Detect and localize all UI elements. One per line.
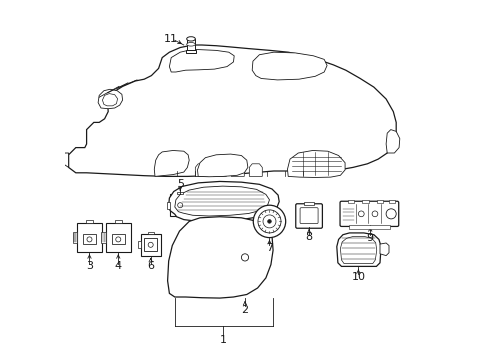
Ellipse shape bbox=[187, 42, 196, 46]
Polygon shape bbox=[141, 234, 161, 256]
Circle shape bbox=[263, 215, 276, 228]
Text: 7: 7 bbox=[266, 243, 273, 253]
Circle shape bbox=[242, 254, 248, 261]
Circle shape bbox=[253, 205, 286, 238]
Text: 11: 11 bbox=[164, 34, 178, 44]
Polygon shape bbox=[187, 39, 196, 50]
Text: 9: 9 bbox=[367, 233, 374, 243]
Polygon shape bbox=[101, 232, 106, 243]
Polygon shape bbox=[112, 234, 125, 244]
Text: 3: 3 bbox=[86, 261, 93, 271]
Ellipse shape bbox=[187, 37, 196, 41]
Polygon shape bbox=[197, 154, 248, 177]
Circle shape bbox=[148, 242, 153, 247]
Polygon shape bbox=[231, 164, 245, 176]
Text: 10: 10 bbox=[351, 272, 366, 282]
Polygon shape bbox=[213, 164, 226, 176]
Circle shape bbox=[268, 220, 271, 223]
Polygon shape bbox=[288, 150, 345, 177]
Polygon shape bbox=[83, 234, 96, 244]
Polygon shape bbox=[73, 232, 77, 243]
Circle shape bbox=[258, 210, 281, 233]
FancyBboxPatch shape bbox=[300, 208, 318, 224]
Circle shape bbox=[386, 209, 396, 219]
Text: 8: 8 bbox=[306, 232, 313, 242]
Bar bbox=[186, 50, 196, 53]
Polygon shape bbox=[77, 223, 102, 252]
Bar bbox=[348, 200, 354, 203]
Polygon shape bbox=[196, 164, 208, 176]
Bar bbox=[115, 220, 122, 223]
FancyBboxPatch shape bbox=[296, 204, 322, 228]
Polygon shape bbox=[169, 181, 279, 221]
Bar bbox=[86, 220, 93, 223]
Circle shape bbox=[358, 211, 364, 217]
Circle shape bbox=[178, 203, 183, 208]
Text: 5: 5 bbox=[177, 179, 184, 189]
Text: 6: 6 bbox=[147, 261, 154, 271]
Polygon shape bbox=[144, 238, 157, 251]
Bar bbox=[363, 200, 369, 203]
Polygon shape bbox=[386, 130, 400, 153]
Polygon shape bbox=[62, 153, 69, 167]
Polygon shape bbox=[168, 217, 273, 298]
Circle shape bbox=[116, 237, 121, 242]
Bar bbox=[148, 232, 153, 234]
Polygon shape bbox=[249, 164, 262, 176]
Bar bbox=[177, 192, 183, 194]
Polygon shape bbox=[170, 194, 190, 216]
Text: 4: 4 bbox=[115, 261, 122, 271]
Bar bbox=[167, 202, 170, 209]
Polygon shape bbox=[341, 237, 377, 264]
Circle shape bbox=[372, 211, 378, 217]
Polygon shape bbox=[337, 233, 381, 266]
Circle shape bbox=[87, 237, 92, 242]
Polygon shape bbox=[380, 243, 389, 256]
Polygon shape bbox=[69, 45, 396, 176]
Polygon shape bbox=[174, 199, 187, 212]
Bar bbox=[349, 225, 390, 229]
Polygon shape bbox=[154, 150, 189, 176]
Polygon shape bbox=[175, 186, 270, 216]
Polygon shape bbox=[106, 223, 131, 252]
FancyBboxPatch shape bbox=[340, 201, 399, 226]
Bar bbox=[138, 241, 141, 248]
Polygon shape bbox=[98, 89, 122, 109]
Polygon shape bbox=[252, 52, 327, 80]
Polygon shape bbox=[170, 49, 234, 72]
Bar bbox=[377, 200, 383, 203]
Text: 1: 1 bbox=[220, 335, 227, 345]
Bar bbox=[389, 200, 395, 203]
Polygon shape bbox=[102, 94, 118, 106]
Bar bbox=[304, 202, 315, 205]
Text: 2: 2 bbox=[242, 305, 248, 315]
